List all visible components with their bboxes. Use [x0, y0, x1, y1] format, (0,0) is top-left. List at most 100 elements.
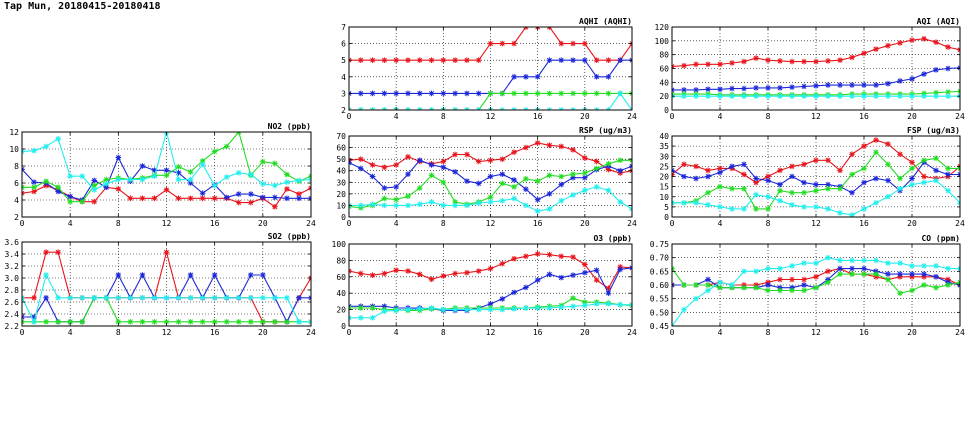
data-point-series4 — [753, 268, 759, 275]
data-point-series4 — [440, 306, 447, 313]
data-point-series3 — [765, 287, 771, 294]
y-tick-label: 20 — [336, 190, 346, 199]
data-point-series2 — [570, 272, 576, 278]
y-tick-label: 6 — [14, 179, 19, 188]
data-point-series2 — [849, 82, 855, 88]
data-point-series1 — [825, 157, 831, 164]
data-point-series1 — [558, 40, 565, 47]
data-point-series2 — [593, 74, 600, 80]
data-point-series2 — [717, 169, 723, 176]
data-point-series1 — [211, 195, 218, 202]
data-point-series3 — [945, 89, 951, 95]
data-point-series2 — [861, 265, 867, 272]
x-tick-label: 20 — [580, 112, 590, 121]
data-point-series3 — [511, 90, 517, 97]
data-point-series1 — [31, 188, 37, 195]
data-point-series3 — [357, 305, 364, 311]
data-point-series3 — [428, 172, 435, 179]
data-point-series3 — [921, 157, 927, 164]
x-tick-label: 20 — [907, 328, 917, 337]
data-point-series3 — [753, 206, 759, 212]
y-tick-label: 5 — [664, 203, 669, 212]
x-tick-label: 16 — [533, 219, 543, 228]
data-point-series3 — [487, 194, 494, 201]
data-point-series2 — [570, 174, 576, 181]
data-point-series4 — [151, 173, 158, 179]
data-point-series4 — [617, 199, 624, 205]
x-tick-label: 24 — [306, 328, 316, 337]
data-point-series1 — [487, 265, 494, 272]
y-tick-label: 40 — [336, 167, 346, 176]
data-point-series2 — [617, 266, 624, 273]
series-group — [22, 249, 311, 325]
data-point-series3 — [909, 165, 915, 172]
data-point-series4 — [223, 295, 230, 301]
x-tick-label: 16 — [210, 219, 220, 228]
data-point-series1 — [593, 57, 600, 63]
data-point-series2 — [933, 274, 939, 280]
data-point-series4 — [381, 202, 388, 209]
data-point-series1 — [523, 144, 529, 151]
data-point-series4 — [79, 173, 86, 179]
data-point-series2 — [813, 82, 819, 89]
data-point-series2 — [163, 167, 170, 174]
data-point-series2 — [381, 303, 388, 310]
data-point-series4 — [849, 212, 855, 217]
data-point-series3 — [91, 182, 98, 189]
data-point-series1 — [741, 58, 747, 65]
data-point-series1 — [681, 161, 687, 168]
data-point-series3 — [405, 193, 411, 199]
data-point-series1 — [175, 195, 182, 202]
data-point-series1 — [272, 204, 278, 210]
data-point-series1 — [558, 253, 565, 260]
y-tick-label: 8 — [14, 162, 19, 171]
data-point-series3 — [593, 90, 600, 97]
data-point-series4 — [753, 93, 759, 99]
data-point-series1 — [511, 40, 517, 47]
data-point-series2 — [523, 284, 529, 291]
data-point-series4 — [31, 319, 37, 325]
data-point-series4 — [487, 306, 494, 313]
data-point-series3 — [617, 157, 624, 164]
data-point-series2 — [582, 57, 588, 63]
data-point-series1 — [487, 40, 494, 47]
data-point-series1 — [393, 267, 399, 274]
data-point-series4 — [729, 282, 735, 288]
data-point-series3 — [487, 90, 494, 97]
data-point-series3 — [534, 90, 541, 97]
data-point-series4 — [789, 202, 795, 208]
data-point-series2 — [499, 171, 506, 177]
data-point-series1 — [475, 57, 482, 63]
data-point-series4 — [67, 295, 73, 301]
data-point-series4 — [151, 295, 158, 301]
data-point-series1 — [428, 57, 435, 63]
data-point-series4 — [296, 319, 302, 325]
x-tick-label: 8 — [766, 328, 771, 337]
data-point-series2 — [921, 71, 927, 77]
data-point-series3 — [717, 183, 723, 190]
data-point-series4 — [534, 208, 541, 215]
data-point-series2 — [558, 57, 565, 63]
data-point-series1 — [861, 50, 867, 57]
y-tick-label: 0.65 — [650, 267, 669, 276]
data-point-series2 — [499, 296, 506, 302]
data-point-series2 — [945, 171, 951, 178]
x-tick-label: 20 — [580, 219, 590, 228]
x-tick-label: 12 — [162, 219, 172, 228]
y-tick-label: 3.2 — [5, 262, 20, 271]
data-point-series3 — [777, 287, 783, 294]
data-point-series2 — [717, 86, 723, 93]
data-point-series4 — [405, 202, 411, 209]
data-point-series4 — [369, 201, 376, 208]
data-point-series3 — [777, 187, 783, 194]
data-point-series1 — [921, 35, 927, 42]
data-point-series1 — [753, 55, 759, 61]
data-point-series2 — [861, 179, 867, 186]
data-point-series1 — [681, 62, 687, 69]
chart-aqhi: 0 4 8 12 16 20 24 2 3 4 5 6 7 AQHI (AQHI) — [341, 17, 637, 121]
data-point-series1 — [357, 270, 364, 277]
y-tick-label: 25 — [659, 162, 669, 171]
series-group — [672, 137, 960, 217]
data-point-series4 — [475, 200, 482, 206]
data-point-series2 — [741, 85, 747, 92]
